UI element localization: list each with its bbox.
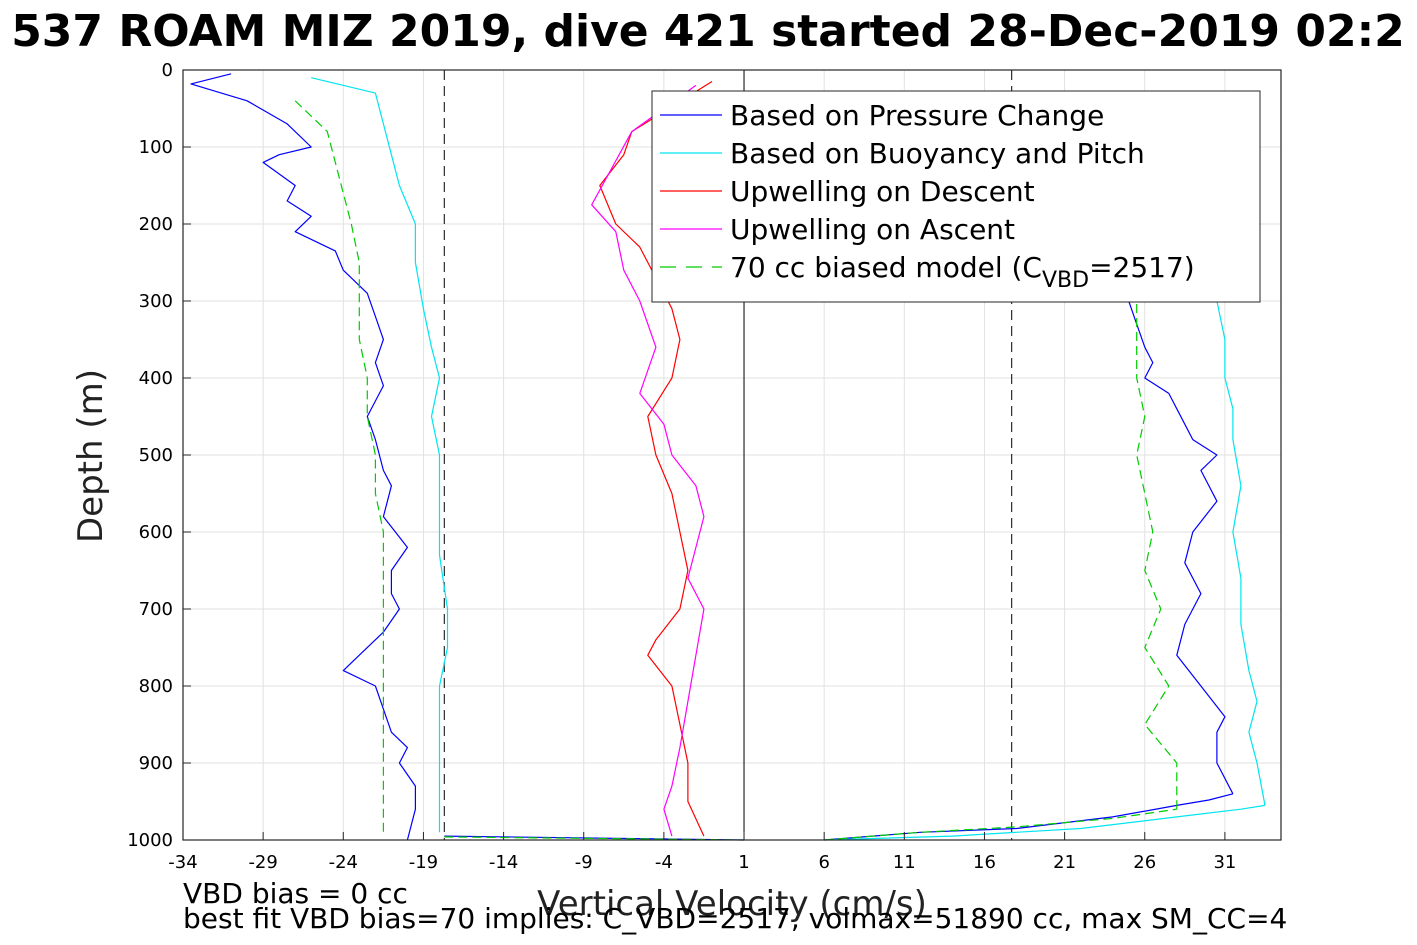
x-tick-label: 21 [1053, 852, 1076, 873]
x-tick-label: 16 [973, 852, 996, 873]
series-line-1 [1128, 300, 1234, 795]
x-tick-label: 11 [893, 852, 916, 873]
legend: Based on Pressure Change Based on Buoyanc… [651, 90, 1261, 303]
y-tick-label: 600 [139, 522, 173, 543]
series-line-5 [1136, 301, 1178, 810]
y-axis-ticks: 0 100 200 300 400 500 600 700 800 900 1000 [127, 60, 191, 851]
series-line-5 [824, 808, 1177, 841]
vbd-bias-note: VBD bias = 0 cc [183, 877, 408, 910]
legend-label-1: Based on Pressure Change [730, 99, 1104, 132]
x-tick-label: -14 [489, 852, 518, 873]
y-tick-label: 1000 [127, 830, 173, 851]
series-line-1 [824, 793, 1234, 841]
series-line-2 [1216, 300, 1266, 806]
legend-box [651, 90, 1261, 303]
y-axis-label: Depth (m) [71, 369, 111, 543]
x-tick-label: -34 [168, 852, 197, 873]
x-tick-label: 6 [818, 852, 829, 873]
y-tick-label: 500 [139, 445, 173, 466]
series-line-2 [311, 77, 449, 833]
x-tick-label: -29 [248, 852, 277, 873]
x-axis-ticks: -34 -29 -24 -19 -14 -9 -4 1 6 11 16 21 26 31 [168, 832, 1236, 873]
series-line-4 [591, 84, 705, 837]
legend-label-4: Upwelling on Ascent [730, 213, 1015, 246]
x-tick-label: -19 [409, 852, 438, 873]
series-lines [190, 73, 1266, 841]
y-tick-label: 700 [139, 599, 173, 620]
best-fit-note: best fit VBD bias=70 implies: C_VBD=2517… [183, 902, 1287, 935]
series-line-5 [444, 836, 745, 841]
y-tick-label: 300 [139, 291, 173, 312]
legend-label-2: Based on Buoyancy and Pitch [730, 137, 1145, 170]
x-axis-label: Vertical Velocity (cm/s) [537, 884, 927, 924]
y-tick-label: 200 [139, 214, 173, 235]
x-tick-label: -4 [655, 852, 673, 873]
series-line-1 [444, 835, 745, 841]
y-tick-label: 400 [139, 368, 173, 389]
x-tick-label: -9 [575, 852, 593, 873]
legend-label-3: Upwelling on Descent [730, 175, 1035, 208]
series-line-3 [599, 80, 713, 837]
y-tick-label: 800 [139, 676, 173, 697]
x-tick-label: -24 [329, 852, 358, 873]
series-line-2 [824, 804, 1266, 841]
chart-title: 537 ROAM MIZ 2019, dive 421 started 28-D… [11, 6, 1405, 57]
legend-label-5: 70 cc biased model (CVBD=2517) [730, 251, 1195, 293]
y-tick-label: 100 [139, 137, 173, 158]
y-tick-label: 0 [162, 60, 173, 81]
y-tick-label: 900 [139, 753, 173, 774]
x-tick-label: 26 [1133, 852, 1156, 873]
series-line-5 [294, 100, 384, 833]
series-line-1 [190, 73, 416, 841]
x-tick-label: 1 [738, 852, 749, 873]
x-tick-label: 31 [1213, 852, 1236, 873]
